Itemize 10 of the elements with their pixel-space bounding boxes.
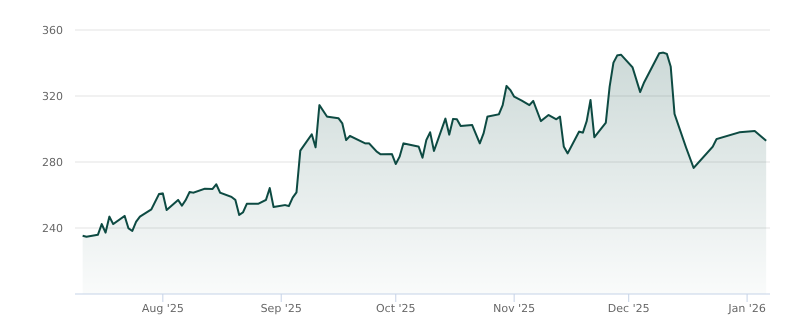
x-tick-label: Sep '25 bbox=[260, 302, 302, 315]
y-tick-label: 320 bbox=[42, 90, 63, 103]
y-tick-label: 240 bbox=[42, 222, 63, 235]
x-tick-label: Nov '25 bbox=[493, 302, 536, 315]
x-tick-label: Oct '25 bbox=[376, 302, 416, 315]
y-tick-label: 280 bbox=[42, 156, 63, 169]
x-tick-label: Jan '26 bbox=[727, 302, 766, 315]
y-tick-label: 360 bbox=[42, 24, 63, 37]
x-tick-label: Aug '25 bbox=[142, 302, 184, 315]
x-tick-label: Dec '25 bbox=[608, 302, 650, 315]
